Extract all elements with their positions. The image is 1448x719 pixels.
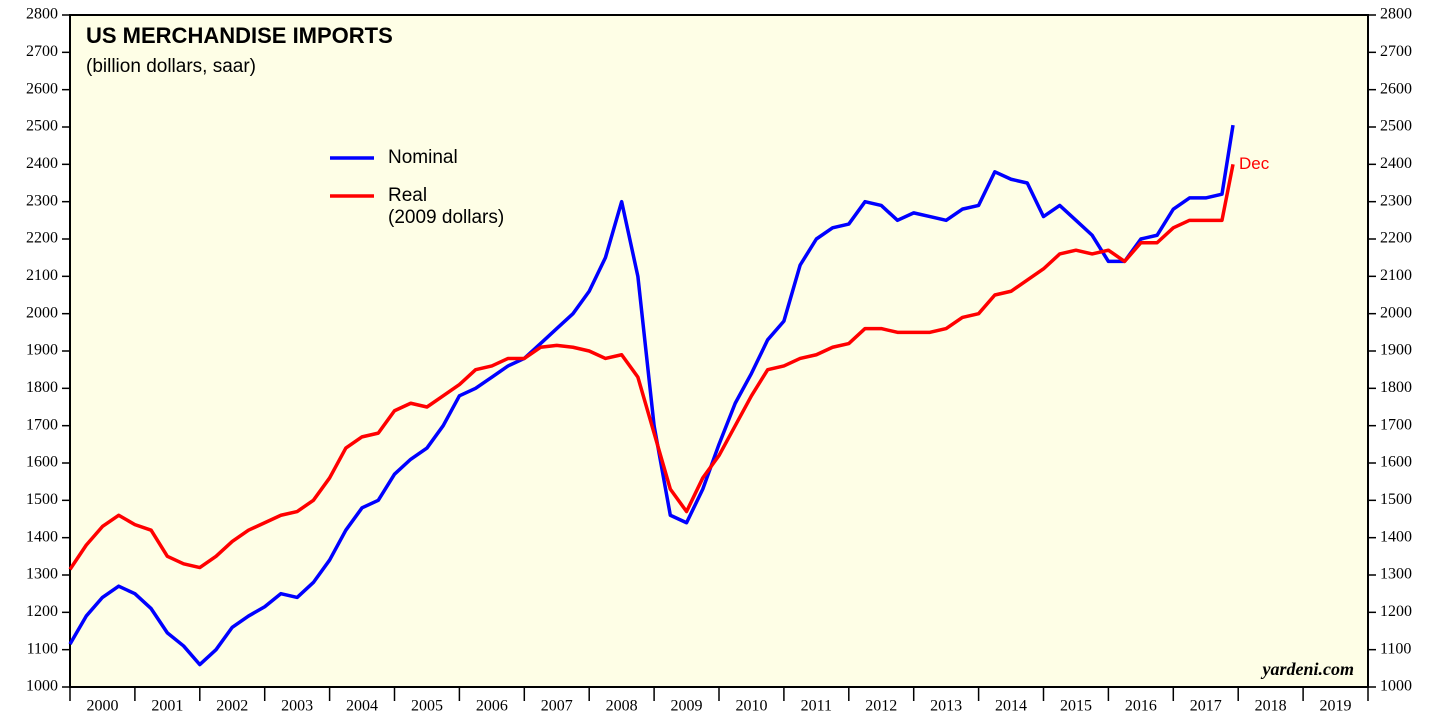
x-tick-label: 2013: [930, 698, 962, 715]
y2-tick-label: 2500: [1380, 118, 1412, 135]
x-tick-label: 2001: [151, 698, 183, 715]
y2-tick-label: 2700: [1380, 43, 1412, 60]
y2-tick-label: 2400: [1380, 155, 1412, 172]
y-tick-label: 1100: [27, 640, 58, 657]
x-tick-label: 2016: [1125, 698, 1157, 715]
x-tick-label: 2007: [541, 698, 573, 715]
y-tick-label: 2600: [26, 80, 58, 97]
y-tick-label: 1900: [26, 342, 58, 359]
y-tick-label: 2400: [26, 155, 58, 172]
y2-tick-label: 1600: [1380, 454, 1412, 471]
y2-tick-label: 2300: [1380, 192, 1412, 209]
x-tick-label: 2017: [1190, 698, 1222, 715]
y2-tick-label: 1000: [1380, 678, 1412, 695]
x-tick-label: 2012: [865, 698, 897, 715]
y-tick-label: 1300: [26, 566, 58, 583]
y2-tick-label: 2100: [1380, 267, 1412, 284]
y2-tick-label: 1900: [1380, 342, 1412, 359]
x-tick-label: 2000: [86, 698, 118, 715]
chart-subtitle: (billion dollars, saar): [86, 56, 256, 77]
y2-tick-label: 2000: [1380, 304, 1412, 321]
legend-label: Nominal: [388, 147, 458, 168]
y-tick-label: 1600: [26, 454, 58, 471]
x-tick-label: 2015: [1060, 698, 1092, 715]
x-tick-label: 2014: [995, 698, 1027, 715]
x-tick-label: 2008: [606, 698, 638, 715]
y2-tick-label: 1500: [1380, 491, 1412, 508]
y-tick-label: 2100: [26, 267, 58, 284]
y-tick-label: 1700: [26, 416, 58, 433]
series-line: [68, 163, 1235, 571]
x-tick-label: 2011: [801, 698, 832, 715]
x-tick-label: 2006: [476, 698, 508, 715]
y2-tick-label: 1800: [1380, 379, 1412, 396]
y-tick-label: 2500: [26, 118, 58, 135]
x-tick-label: 2005: [411, 698, 443, 715]
x-tick-label: 2009: [671, 698, 703, 715]
series-line: [68, 124, 1235, 667]
x-tick-label: 2018: [1255, 698, 1287, 715]
x-tick-label: 2019: [1320, 698, 1352, 715]
y2-tick-label: 2200: [1380, 230, 1412, 247]
y2-tick-label: 2600: [1380, 80, 1412, 97]
y2-tick-label: 1300: [1380, 566, 1412, 583]
plot-area: [69, 14, 1369, 688]
y2-tick-label: 1200: [1380, 603, 1412, 620]
y-tick-label: 1000: [26, 678, 58, 695]
legend-label: Real (2009 dollars): [388, 185, 505, 228]
y-tick-label: 1500: [26, 491, 58, 508]
y-tick-label: 2200: [26, 230, 58, 247]
y2-tick-label: 1400: [1380, 528, 1412, 545]
x-tick-label: 2010: [735, 698, 767, 715]
end-label: Dec: [1239, 154, 1270, 173]
x-tick-label: 2003: [281, 698, 313, 715]
x-tick-label: 2002: [216, 698, 248, 715]
y-tick-label: 1800: [26, 379, 58, 396]
y2-tick-label: 2800: [1380, 6, 1412, 23]
y-tick-label: 2800: [26, 6, 58, 23]
y-tick-label: 2000: [26, 304, 58, 321]
y2-tick-label: 1100: [1380, 640, 1411, 657]
source: yardeni.com: [1261, 659, 1355, 679]
x-tick-label: 2004: [346, 698, 378, 715]
chart-title: US MERCHANDISE IMPORTS: [86, 23, 393, 48]
y2-tick-label: 1700: [1380, 416, 1412, 433]
y-tick-label: 2300: [26, 192, 58, 209]
y-tick-label: 2700: [26, 43, 58, 60]
y-tick-label: 1200: [26, 603, 58, 620]
y-tick-label: 1400: [26, 528, 58, 545]
